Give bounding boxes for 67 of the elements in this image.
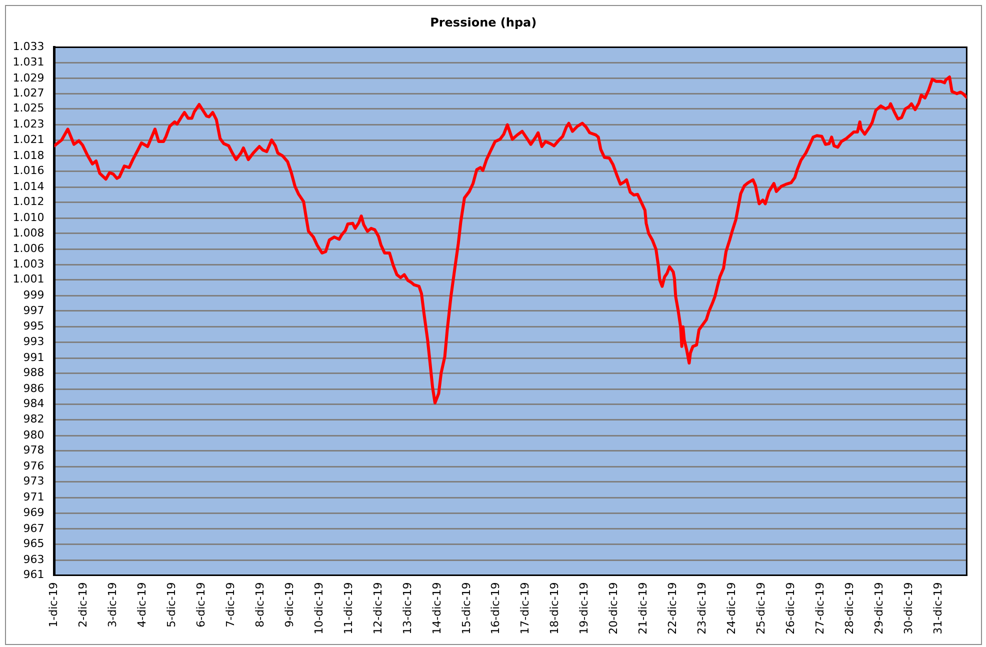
y-tick-label: 973 <box>23 474 44 488</box>
y-tick-label: 988 <box>23 366 44 380</box>
x-tick-label: 24-dic-19 <box>725 582 738 634</box>
y-tick-label: 1.025 <box>12 102 44 115</box>
y-tick-label: 1.010 <box>12 211 44 224</box>
x-tick-label: 21-dic-19 <box>636 582 650 634</box>
y-tick-label: 993 <box>23 334 44 348</box>
x-tick-label: 27-dic-19 <box>813 582 826 634</box>
x-tick-label: 6-dic-19 <box>194 582 208 628</box>
y-tick-label: 982 <box>23 412 44 426</box>
x-tick-label: 25-dic-19 <box>754 582 768 634</box>
x-tick-label: 11-dic-19 <box>342 582 355 634</box>
y-tick-label: 999 <box>23 288 44 302</box>
y-tick-label: 986 <box>23 382 44 396</box>
chart-title: Pressione (hpa) <box>430 15 537 30</box>
x-tick-label: 23-dic-19 <box>696 582 709 634</box>
y-tick-label: 1.016 <box>12 164 44 178</box>
y-tick-label: 961 <box>23 568 44 582</box>
x-tick-label: 3-dic-19 <box>106 582 120 628</box>
x-tick-label: 29-dic-19 <box>872 582 886 634</box>
x-tick-label: 31-dic-19 <box>931 582 944 634</box>
x-tick-label: 28-dic-19 <box>842 582 856 634</box>
y-tick-label: 1.018 <box>12 148 44 162</box>
y-tick-label: 1.014 <box>12 180 44 193</box>
y-tick-label: 980 <box>23 428 44 442</box>
y-tick-label: 1.033 <box>12 40 44 54</box>
x-tick-label: 22-dic-19 <box>666 582 680 634</box>
y-tick-label: 963 <box>23 552 44 566</box>
x-tick-label: 16-dic-19 <box>489 582 502 634</box>
y-tick-label: 976 <box>23 460 44 473</box>
x-tick-label: 7-dic-19 <box>224 582 237 628</box>
x-tick-label: 19-dic-19 <box>578 582 591 634</box>
x-tick-label: 17-dic-19 <box>518 582 532 634</box>
x-tick-label: 20-dic-19 <box>607 582 620 634</box>
y-tick-label: 1.023 <box>12 118 44 131</box>
x-tick-label: 8-dic-19 <box>253 582 266 628</box>
x-tick-label: 10-dic-19 <box>312 582 326 634</box>
y-tick-label: 978 <box>23 444 44 457</box>
x-tick-label: 14-dic-19 <box>430 582 444 634</box>
x-tick-label: 1-dic-19 <box>47 582 60 628</box>
y-tick-label: 1.029 <box>12 71 44 84</box>
y-tick-label: 995 <box>23 320 44 333</box>
x-tick-label: 13-dic-19 <box>400 582 414 634</box>
x-tick-label: 26-dic-19 <box>784 582 797 634</box>
y-tick-label: 969 <box>23 506 44 519</box>
y-tick-label: 967 <box>23 522 44 535</box>
y-tick-label: 1.031 <box>12 55 44 68</box>
y-tick-label: 997 <box>23 304 44 317</box>
y-tick-label: 1.001 <box>12 272 44 286</box>
y-tick-label: 1.027 <box>12 86 44 100</box>
x-tick-label: 4-dic-19 <box>136 582 149 628</box>
y-tick-label: 1.008 <box>12 226 44 240</box>
x-tick-label: 2-dic-19 <box>76 582 90 628</box>
y-tick-label: 965 <box>23 537 44 550</box>
y-tick-label: 1.021 <box>12 132 44 146</box>
x-tick-label: 9-dic-19 <box>282 582 296 628</box>
y-tick-label: 1.006 <box>12 242 44 256</box>
x-tick-label: 15-dic-19 <box>460 582 473 634</box>
y-tick-label: 991 <box>23 350 44 364</box>
y-tick-label: 971 <box>23 490 44 504</box>
y-tick-label: 1.012 <box>12 195 44 208</box>
x-tick-label: 5-dic-19 <box>165 582 178 628</box>
x-tick-label: 12-dic-19 <box>371 582 384 634</box>
y-tick-label: 1.003 <box>12 257 44 270</box>
x-tick-label: 18-dic-19 <box>548 582 562 634</box>
y-tick-label: 984 <box>23 397 44 410</box>
x-tick-label: 30-dic-19 <box>902 582 915 634</box>
